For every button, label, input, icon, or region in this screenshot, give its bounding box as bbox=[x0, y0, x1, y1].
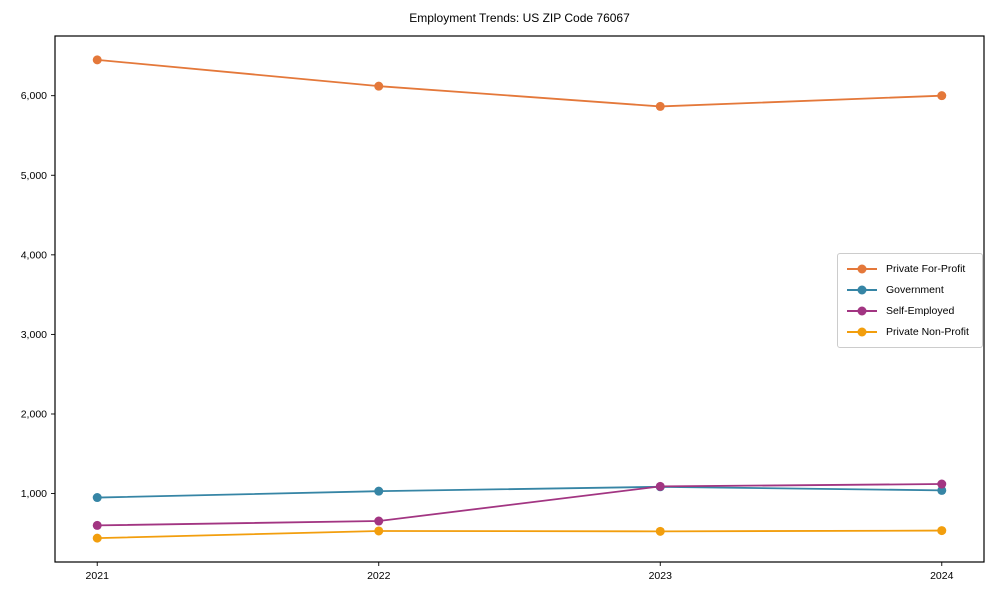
series-line-private-for-profit bbox=[97, 58, 942, 108]
y-tick-label: 1,000 bbox=[21, 488, 47, 500]
series-line-self-employed bbox=[97, 483, 942, 527]
legend-label: Government bbox=[886, 284, 944, 296]
legend-line-marker-icon bbox=[847, 327, 877, 338]
data-point-self-employed-2024 bbox=[937, 479, 947, 489]
legend-line-marker-icon bbox=[847, 264, 877, 275]
data-point-private-non-profit-2024 bbox=[937, 526, 947, 536]
y-tick-label: 6,000 bbox=[21, 90, 47, 102]
legend-item-government: Government bbox=[847, 283, 973, 297]
data-point-self-employed-2022 bbox=[374, 516, 384, 526]
data-point-private-non-profit-2023 bbox=[655, 526, 665, 536]
legend-line-marker-icon bbox=[847, 306, 877, 317]
y-tick-label: 3,000 bbox=[21, 329, 47, 341]
data-point-private-for-profit-2024 bbox=[937, 91, 947, 101]
data-point-self-employed-2021 bbox=[92, 520, 102, 530]
legend-item-private-non-profit: Private Non-Profit bbox=[847, 325, 973, 339]
x-tick-label: 2022 bbox=[367, 570, 391, 582]
x-tick-label: 2021 bbox=[86, 570, 110, 582]
data-point-private-for-profit-2022 bbox=[374, 81, 384, 91]
legend-label: Self-Employed bbox=[886, 305, 955, 317]
y-tick-label: 4,000 bbox=[21, 249, 47, 261]
x-tick-label: 2024 bbox=[930, 570, 954, 582]
axes-frame bbox=[54, 35, 985, 563]
y-tick-label: 2,000 bbox=[21, 408, 47, 420]
series-line-government bbox=[97, 485, 942, 499]
series-line-private-non-profit bbox=[97, 529, 942, 540]
data-point-government-2024 bbox=[937, 485, 947, 495]
data-point-private-for-profit-2021 bbox=[92, 55, 102, 65]
data-point-private-for-profit-2023 bbox=[655, 101, 665, 111]
x-tick-label: 2023 bbox=[649, 570, 673, 582]
chart-legend: Private For-Profit Government Self-Emplo… bbox=[837, 253, 983, 348]
data-point-private-non-profit-2022 bbox=[374, 526, 384, 536]
y-tick-label: 5,000 bbox=[21, 170, 47, 182]
data-point-private-non-profit-2021 bbox=[92, 533, 102, 543]
data-point-government-2022 bbox=[374, 486, 384, 496]
legend-line-marker-icon bbox=[847, 285, 877, 296]
data-point-self-employed-2023 bbox=[655, 481, 665, 491]
legend-item-private-for-profit: Private For-Profit bbox=[847, 262, 973, 276]
legend-item-self-employed: Self-Employed bbox=[847, 304, 973, 318]
data-point-government-2021 bbox=[92, 493, 102, 503]
legend-label: Private Non-Profit bbox=[886, 326, 969, 338]
chart-title: Employment Trends: US ZIP Code 76067 bbox=[409, 11, 630, 25]
legend-label: Private For-Profit bbox=[886, 263, 966, 275]
